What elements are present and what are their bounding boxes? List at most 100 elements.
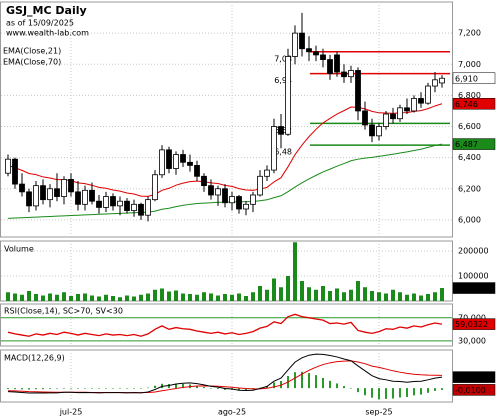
value-badge-label: -0,0100 [455,386,486,395]
macd-histogram-bar [224,388,226,390]
volume-bar [335,288,339,301]
macd-histogram-bar [154,385,156,389]
candle-body [236,196,242,210]
macd-histogram-bar [42,388,44,390]
macd-histogram-bar [84,388,86,389]
macd-histogram-bar [91,388,93,389]
macd-histogram-bar [329,380,331,389]
value-badge [452,318,496,330]
candle-body [334,54,340,73]
candle-body [124,200,130,211]
macd-histogram-bar [196,385,198,389]
macd-histogram-bar [399,388,401,398]
volume-bar [55,294,59,301]
y-tick-label: 70,000 [458,313,486,322]
volume-bar [314,289,318,301]
volume-bar [90,295,94,301]
volume-bar [125,295,129,301]
y-tick-label: 30,000 [458,336,486,345]
candle-body [264,169,270,177]
candle-body [404,107,410,112]
y-tick-label: 6,600 [458,122,481,131]
candle-body [355,70,361,112]
volume-bar [20,294,24,301]
panel-title: MACD(12,26,9) [4,354,65,363]
y-tick-label: 200000 [458,247,489,256]
volume-bar [111,296,115,301]
candle-body [47,188,53,201]
volume-bar [356,281,360,301]
macd-histogram-bar [441,388,443,390]
candle-body [348,70,354,78]
y-tick-label: 6,800 [458,91,481,100]
candle-body [208,185,214,196]
volume-bar [146,293,150,301]
macd-histogram-bar [28,388,30,390]
legend-entry: EMA(Close,21) [3,47,61,56]
macd-histogram-bar [350,387,352,389]
candle-body [390,113,396,120]
candle-body [257,175,263,196]
macd-histogram-bar [98,388,100,389]
macd-histogram-bar [434,388,436,391]
value-badge-label: 6,487 [455,140,478,149]
macd-histogram-bar [77,388,79,389]
candle-body [166,149,172,169]
volume-bar [349,289,353,301]
candle-body [19,183,25,193]
y-tick-label: 6,000 [458,215,481,224]
candle-body [250,194,256,205]
macd-histogram-bar [140,388,142,389]
legend-entry: EMA(Close,70) [3,58,61,67]
macd-histogram-bar [273,382,275,389]
macd-histogram-bar [147,387,149,389]
candle-body [369,124,375,137]
volume-bar [153,289,157,301]
candle-body [376,126,382,137]
macd-line [7,353,443,394]
candle-body [26,191,32,207]
macd-histogram-bar [343,386,345,389]
candle-body [12,158,18,185]
candle-body [229,196,235,204]
macd-histogram-bar [182,383,184,389]
value-badge-label: 6,746 [455,100,478,109]
macd-histogram-bar [119,388,121,389]
macd-histogram-bar [112,388,114,389]
volume-bar [300,281,304,301]
volume-bar [265,289,269,301]
candle-body [5,158,11,174]
candle-body [362,110,368,126]
volume-bar [279,287,283,301]
macd-histogram-bar [203,387,205,389]
volume-bar [181,293,185,301]
volume-bar [118,297,122,301]
macd-histogram-bar [168,383,170,389]
panel-title: Volume [4,245,34,254]
macd-histogram-bar [301,371,303,389]
volume-bar [167,291,171,301]
candle-body [54,188,60,197]
candle-body [187,161,193,166]
volume-bar [174,290,178,301]
value-badge [452,371,496,383]
value-badge [452,98,496,110]
macd-histogram-bar [217,388,219,389]
candle-body [285,56,291,135]
candle-body [159,149,165,176]
macd-histogram-bar [238,388,240,391]
candle-body [96,200,102,208]
value-badge-label: 0,0636 [455,373,483,382]
volume-bar [34,294,38,301]
volume-bar [342,292,346,301]
macd-histogram-bar [357,388,359,393]
volume-bar [41,295,45,301]
macd-histogram-bar [35,388,37,390]
candle-body [320,54,326,60]
volume-bar [216,295,220,301]
candle-body [138,203,144,216]
value-badge-label: 59,0322 [455,320,488,329]
volume-bar [251,292,255,301]
volume-bar [244,296,248,301]
